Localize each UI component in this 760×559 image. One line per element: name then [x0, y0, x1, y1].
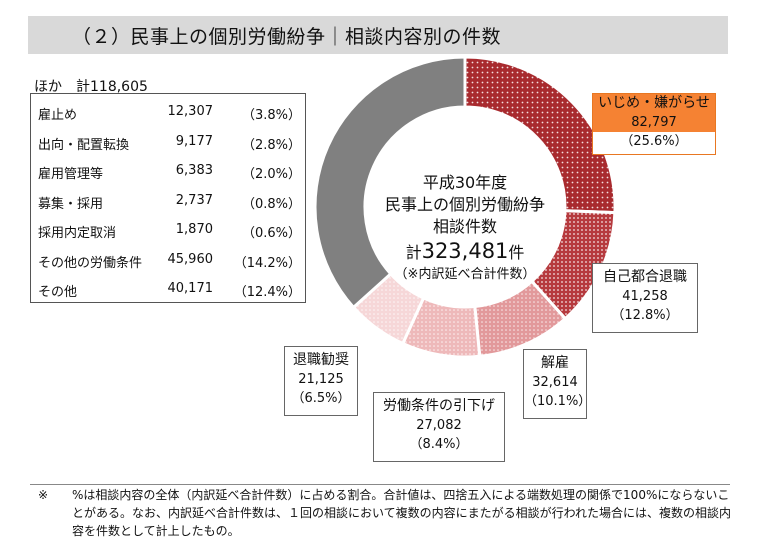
others-row-value: 12,307 [167, 104, 214, 119]
title-bar: （２）民事上の個別労働紛争｜相談内容別の件数 [28, 16, 728, 54]
others-row: その他 40,171 （12.4%） [31, 281, 305, 301]
center-note: （※内訳延べ合計件数） [394, 267, 536, 282]
others-row-value: 9,177 [175, 133, 213, 149]
others-row-value: 1,870 [175, 222, 213, 237]
center-year: 平成30年度 [422, 173, 508, 192]
callout-dismissal: 解雇 32,614 （10.1%） [523, 349, 592, 419]
others-row-pct: （2.0%） [241, 167, 301, 182]
slice-pct: （12.8%） [611, 308, 679, 323]
total-prefix: 計 [405, 243, 422, 262]
page-title: （２）民事上の個別労働紛争｜相談内容別の件数 [72, 25, 502, 48]
slice-value: 41,258 [622, 289, 668, 304]
slice-label: いじめ・嫌がらせ [593, 94, 715, 113]
slice-value: 32,614 [532, 375, 578, 390]
center-total: 計323,481件 [360, 240, 570, 264]
others-row-label: 採用内定取消 [38, 226, 117, 241]
others-row-pct: （12.4%） [233, 285, 301, 300]
others-row-value: 45,960 [167, 251, 214, 267]
others-row-label: 募集・採用 [38, 196, 104, 212]
slice-value: 21,125 [298, 372, 344, 387]
others-row-value: 40,171 [167, 281, 214, 296]
slice-label: 自己都合退職 [603, 269, 687, 285]
others-row-pct: （0.8%） [241, 196, 301, 212]
others-row-pct: （14.2%） [233, 255, 301, 271]
others-row-value: 2,737 [175, 192, 213, 208]
slice-pct: （10.1%） [524, 394, 592, 409]
others-row: 募集・採用 2,737 （0.8%） [31, 193, 305, 213]
total-value: 323,481 [421, 239, 509, 263]
slice-label: 労働条件の引下げ [383, 398, 495, 414]
callout-worse-conditions: 労働条件の引下げ 27,082 （8.4%） [373, 392, 505, 462]
others-row: 採用内定取消 1,870 （0.6%） [31, 222, 305, 242]
others-row: その他の労働条件 45,960 （14.2%） [31, 252, 305, 272]
slice-pct: （8.4%） [409, 437, 469, 452]
others-row-label: 雇止め [38, 108, 78, 123]
others-row-pct: （0.6%） [241, 226, 301, 241]
footnote-mark: ※ [38, 488, 49, 502]
slice-pct: （25.6%） [620, 134, 688, 149]
slice-value: 27,082 [416, 418, 462, 433]
others-row-value: 6,383 [175, 163, 213, 178]
others-row: 雇用管理等 6,383 （2.0%） [31, 163, 305, 183]
others-row-label: その他 [38, 285, 78, 300]
slice-label: 退職勧奨 [293, 352, 349, 368]
others-row: 出向・配置転換 9,177 （2.8%） [31, 134, 305, 154]
others-row-pct: （3.8%） [241, 108, 301, 123]
callout-voluntary-resignation: 自己都合退職 41,258 （12.8%） [592, 263, 698, 333]
total-suffix: 件 [508, 243, 525, 262]
footnote-divider [30, 484, 730, 485]
callout-retirement-recommendation: 退職勧奨 21,125 （6.5%） [284, 346, 358, 416]
chart-center-label: 平成30年度 民事上の個別労働紛争 相談件数 計323,481件 （※内訳延べ合… [360, 172, 570, 286]
others-row-label: 雇用管理等 [38, 167, 104, 182]
others-breakdown-table: 雇止め 12,307 （3.8%） 出向・配置転換 9,177 （2.8%） 雇用管理等 6,… [30, 93, 306, 303]
others-row-pct: （2.8%） [241, 137, 301, 153]
callout-bullying: いじめ・嫌がらせ 82,797 （25.6%） [592, 93, 716, 155]
center-subject: 民事上の個別労働紛争 [384, 195, 545, 214]
others-row: 雇止め 12,307 （3.8%） [31, 104, 305, 124]
center-caption: 相談件数 [432, 217, 497, 236]
footnote-text: %は相談内容の全体（内訳延べ合計件数）に占める割合。合計値は、四捨五入による端数… [72, 488, 732, 538]
slice-others [313, 55, 467, 310]
others-row-label: その他の労働条件 [38, 255, 143, 271]
slice-value: 82,797 [593, 113, 715, 132]
others-heading: ほか 計118,605 [34, 79, 148, 95]
slice-pct: （6.5%） [291, 391, 351, 406]
slice-label: 解雇 [541, 355, 569, 371]
others-row-label: 出向・配置転換 [38, 137, 130, 153]
